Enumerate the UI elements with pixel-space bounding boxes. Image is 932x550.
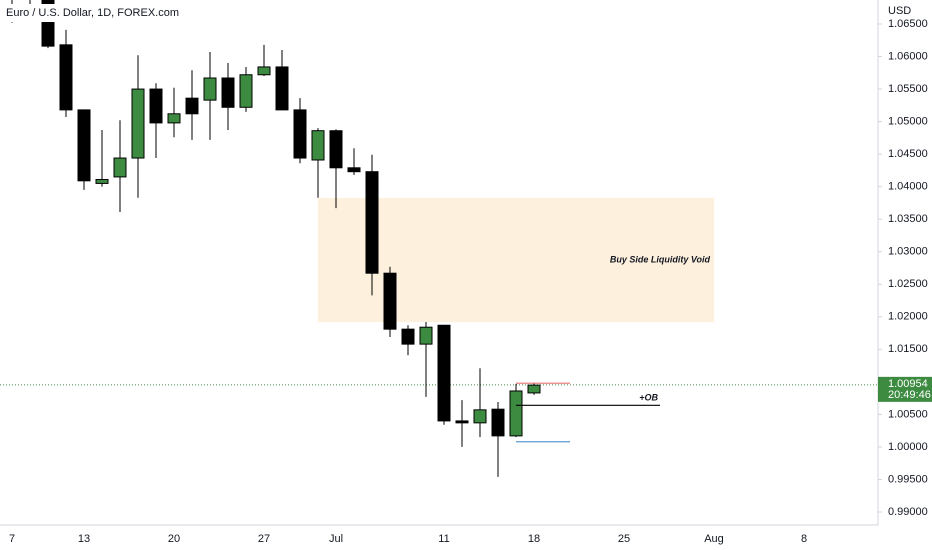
x-tick-label: 13: [78, 533, 90, 545]
candle-body: [185, 97, 199, 115]
candle-body: [149, 88, 163, 124]
y-tick-label: 1.06500: [888, 18, 928, 30]
price-label-bg: [878, 376, 932, 402]
candle-body: [347, 167, 361, 173]
candle-body: [239, 74, 253, 108]
candle-body: [113, 157, 127, 178]
x-tick-label: 25: [618, 533, 630, 545]
y-tick-label: 1.02500: [888, 278, 928, 290]
title-bg: [0, 4, 150, 22]
x-tick-label: 18: [528, 533, 540, 545]
price-label: 1.00954: [888, 378, 928, 390]
candle-body: [311, 130, 325, 161]
level-label: +OB: [639, 393, 658, 403]
candle-body: [203, 77, 217, 101]
candle-body: [293, 109, 307, 159]
candle-body: [491, 408, 505, 437]
zone-label: Buy Side Liquidity Void: [610, 254, 711, 264]
candle-body: [437, 324, 451, 422]
candle-body: [257, 66, 271, 76]
countdown-label: 20:49:46: [888, 389, 931, 401]
candle-body: [95, 179, 109, 184]
candle-body: [419, 326, 433, 345]
y-tick-label: 1.06000: [888, 50, 928, 62]
candle-body: [401, 328, 415, 345]
candle-body: [527, 384, 541, 394]
y-tick-label: 1.01500: [888, 343, 928, 355]
candle-body: [509, 390, 523, 437]
plot-area: Buy Side Liquidity Void +OB: [0, 0, 878, 477]
y-tick-label: 1.03500: [888, 213, 928, 225]
candle-body: [167, 113, 181, 124]
y-axis-label: USD: [888, 5, 911, 17]
candle-body: [329, 130, 343, 169]
x-tick-label: 27: [258, 533, 270, 545]
x-tick-label: Jul: [329, 533, 343, 545]
y-tick-label: 0.99000: [888, 506, 928, 518]
x-tick-label: 7: [9, 533, 15, 545]
y-tick-label: 1.00000: [888, 441, 928, 453]
candle-body: [365, 171, 379, 274]
x-tick-label: 20: [168, 533, 180, 545]
y-tick-label: 1.05000: [888, 116, 928, 128]
candle-body: [455, 420, 469, 424]
y-tick-label: 1.05500: [888, 83, 928, 95]
y-tick-label: 1.02000: [888, 311, 928, 323]
y-tick-label: 0.99500: [888, 473, 928, 485]
candle-body: [59, 44, 73, 111]
candle-body: [221, 77, 235, 108]
candle-body: [473, 409, 487, 424]
chart-title: Euro / U.S. Dollar, 1D, FOREX.com: [6, 7, 179, 19]
candle-body: [131, 88, 145, 159]
x-tick-label: 11: [438, 533, 449, 545]
y-tick-label: 1.04500: [888, 148, 928, 160]
y-tick-label: 1.04000: [888, 181, 928, 193]
x-tick-label: Aug: [704, 533, 724, 545]
y-tick-label: 1.03000: [888, 246, 928, 258]
candle-body: [77, 109, 91, 182]
y-tick-label: 1.00500: [888, 408, 928, 420]
candle-body: [383, 272, 397, 330]
x-tick-label: 8: [801, 533, 807, 545]
candle-body: [275, 66, 289, 111]
